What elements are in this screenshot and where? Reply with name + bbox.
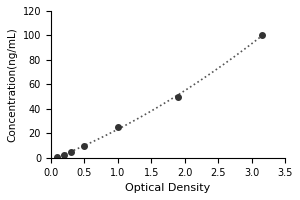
X-axis label: Optical Density: Optical Density [125, 183, 211, 193]
Y-axis label: Concentration(ng/mL): Concentration(ng/mL) [7, 27, 17, 142]
